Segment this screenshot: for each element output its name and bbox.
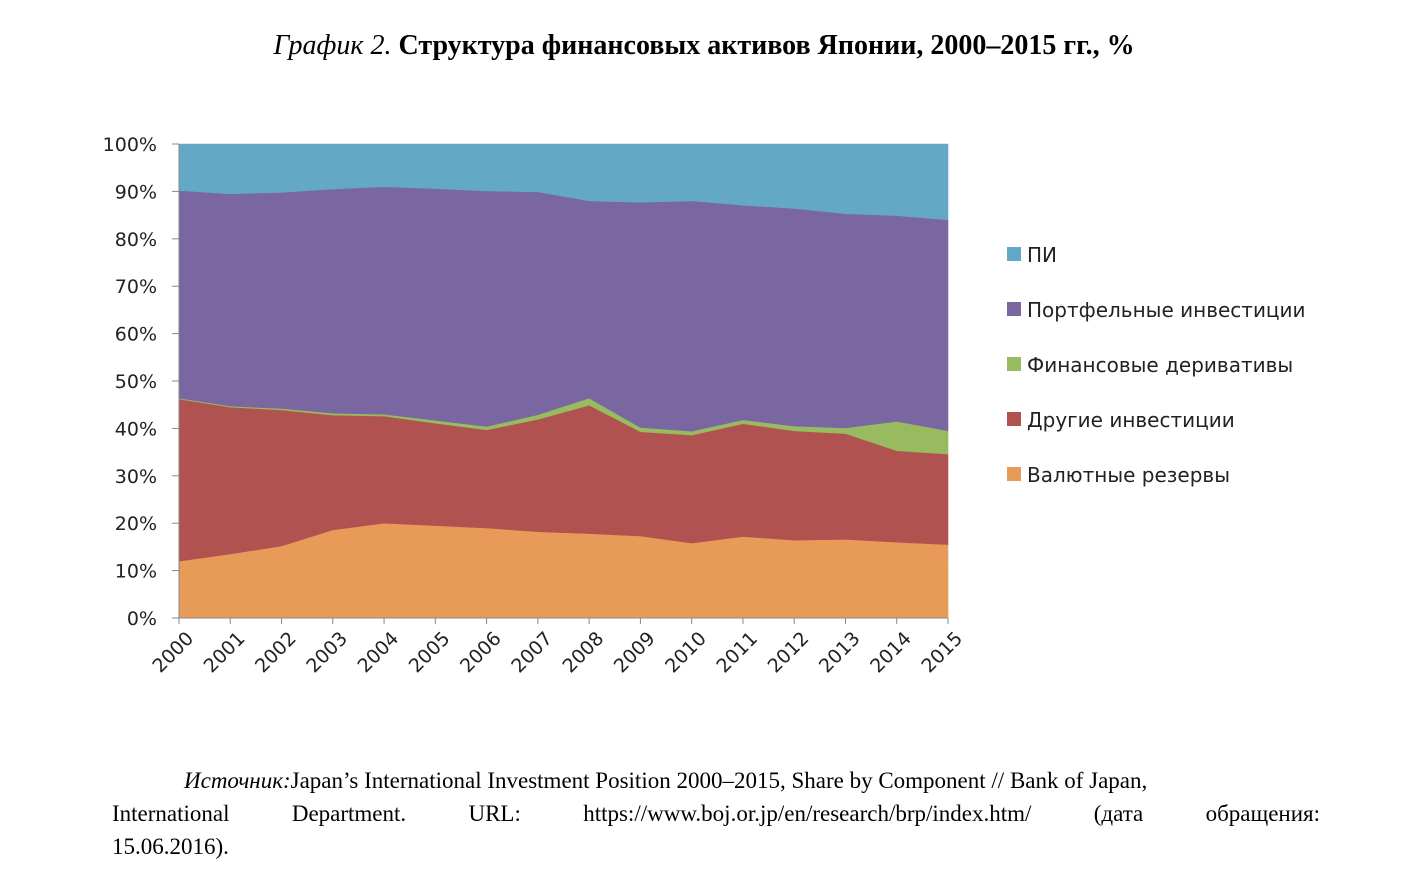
x-tick-label: 2011 — [712, 628, 762, 678]
legend-label: Финансовые деривативы — [1027, 353, 1293, 377]
source-text: Japan’s International Investment Positio… — [290, 768, 1148, 793]
x-tick-label: 2000 — [148, 628, 198, 678]
x-tick-label: 2010 — [661, 628, 711, 678]
x-tick-label: 2002 — [251, 628, 301, 678]
y-tick-label: 50% — [115, 371, 157, 393]
x-tick-label: 2013 — [815, 628, 865, 678]
chart-title-text: Структура финансовых активов Японии, 200… — [398, 30, 1135, 61]
chart-title-label: График 2. — [273, 30, 392, 61]
x-tick-label: 2015 — [917, 628, 967, 678]
source-note: Источник:Japan’s International Investmen… — [112, 764, 1320, 863]
legend-swatch — [1007, 247, 1021, 261]
x-tick-label: 2006 — [456, 628, 506, 678]
legend-label: Другие инвестиции — [1027, 408, 1235, 432]
area-series-4 — [178, 143, 949, 221]
y-tick-label: 60% — [115, 324, 157, 346]
chart-title: График 2. Структура финансовых активов Я… — [0, 30, 1408, 62]
y-tick-label: 30% — [115, 466, 157, 488]
legend-swatch — [1007, 412, 1021, 426]
plot-area: 0%10%20%30%40%50%60%70%80%90%100%2000 200… — [103, 134, 967, 677]
x-tick-label: 2008 — [559, 628, 609, 678]
legend-label: Портфельные инвестиции — [1027, 298, 1306, 322]
y-tick-label: 80% — [115, 229, 157, 251]
y-tick-label: 90% — [115, 181, 157, 203]
y-tick-label: 70% — [115, 276, 157, 298]
x-tick-label: 2003 — [302, 628, 352, 678]
x-tick-label: 2004 — [353, 628, 403, 678]
y-tick-label: 100% — [103, 134, 157, 156]
y-tick-label: 10% — [115, 561, 157, 583]
legend-swatch — [1007, 302, 1021, 316]
source-label: Источник: — [184, 768, 291, 793]
area-series-3 — [178, 186, 949, 432]
legend: ПИ Портфельные инвестиции Финансовые дерив… — [1007, 243, 1306, 487]
legend-swatch — [1007, 467, 1021, 481]
x-tick-label: 2007 — [507, 628, 557, 678]
x-tick-label: 2001 — [200, 628, 250, 678]
legend-label: Валютные резервы — [1027, 463, 1230, 487]
x-tick-label: 2005 — [405, 628, 455, 678]
y-tick-label: 40% — [115, 418, 157, 440]
x-tick-label: 2012 — [764, 628, 814, 678]
y-tick-label: 20% — [115, 513, 157, 535]
y-tick-label: 0% — [127, 608, 157, 630]
legend-swatch — [1007, 357, 1021, 371]
source-line-3: 15.06.2016). — [112, 834, 229, 859]
source-line-2: International Department. URL: https://w… — [112, 801, 1320, 826]
x-tick-label: 2009 — [610, 628, 660, 678]
legend-label: ПИ — [1027, 243, 1057, 267]
x-tick-label: 2014 — [866, 628, 916, 678]
